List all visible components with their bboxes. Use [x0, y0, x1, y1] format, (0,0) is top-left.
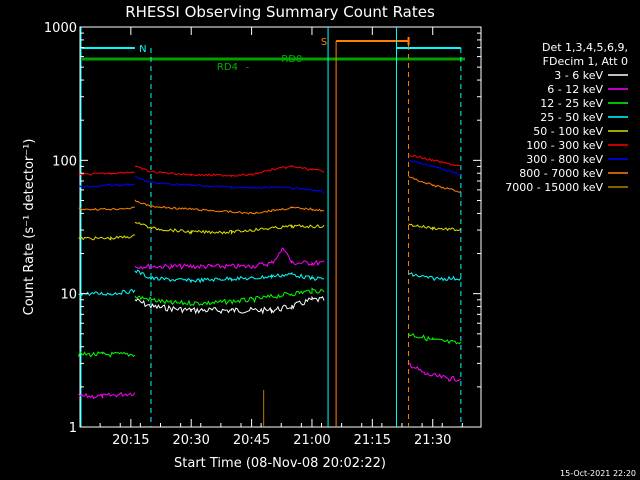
series-line-25-50-keV [134, 269, 325, 284]
legend-label: 800 - 7000 keV [519, 167, 603, 180]
x-tick-label: 20:45 [233, 433, 270, 448]
series-line-300-800-keV [134, 175, 325, 194]
y-tick-label: 1 [69, 421, 77, 436]
footer-timestamp: 15-Oct-2021 22:20 [560, 469, 636, 478]
annotation-rd4: RD4 [217, 62, 238, 73]
series-line-800-7000-keV [134, 199, 325, 215]
series-line-100-300-keV [78, 171, 136, 176]
legend-label: 12 - 25 keV [540, 97, 603, 110]
axes: 20:15 20:30 20:45 21:00 21:15 21:30 1 10 100 1000 [44, 21, 481, 448]
annotation-s: S [321, 37, 327, 48]
series-line-800-7000-keV [408, 176, 462, 193]
series-line-6-12-keV [408, 362, 462, 382]
series-line-12-25-keV [408, 333, 462, 345]
series-line-6-12-keV [78, 391, 136, 400]
x-tick-label: 21:30 [414, 433, 451, 448]
chart-title: RHESSI Observing Summary Count Rates [125, 3, 435, 21]
series-line-100-300-keV [408, 154, 462, 167]
series-line-12-25-keV [78, 351, 136, 358]
series-line-6-12-keV [134, 247, 325, 270]
x-tick-label: 21:00 [293, 433, 330, 448]
series-line-100-300-keV [134, 165, 325, 178]
y-tick-label: 10 [60, 288, 77, 303]
y-tick-label: 100 [52, 154, 77, 169]
y-axis-label: Count Rate (s⁻¹ detector⁻¹) [22, 139, 37, 316]
x-tick-label: 20:30 [172, 433, 209, 448]
legend-label: 25 - 50 keV [540, 111, 603, 124]
series-line-800-7000-keV [78, 206, 135, 211]
x-axis-label: Start Time (08-Nov-08 20:02:22) [174, 456, 386, 471]
y-tick-label: 1000 [44, 21, 77, 36]
series-line-50-100-keV [78, 234, 135, 241]
x-tick-label: 21:15 [354, 433, 391, 448]
series-line-300-800-keV [78, 183, 136, 188]
legend-label: 7000 - 15000 keV [505, 181, 603, 194]
legend-label: 3 - 6 keV [554, 69, 603, 82]
legend-label: 50 - 100 keV [533, 125, 603, 138]
legend-label: 300 - 800 keV [526, 153, 603, 166]
legend-header-1: Det 1,3,4,5,6,9, [542, 41, 628, 54]
series-line-3-6-keV [134, 295, 325, 315]
series-line-50-100-keV [408, 223, 462, 232]
series-line-300-800-keV [408, 160, 462, 176]
series-layer [78, 154, 462, 400]
series-line-25-50-keV [408, 272, 462, 282]
annotation-n: N [139, 44, 146, 55]
series-line-12-25-keV [134, 287, 325, 307]
attenuator-overlays: N S RD0 RD4 [80, 27, 465, 427]
x-tick-label: 20:15 [112, 433, 149, 448]
legend-header-2: FDecim 1, Att 0 [543, 55, 628, 68]
series-line-25-50-keV [78, 288, 136, 297]
plot-frame [79, 26, 482, 428]
annotation-rd0: RD0 [281, 54, 302, 65]
legend-label: 6 - 12 keV [547, 83, 603, 96]
legend-label: 100 - 300 keV [526, 139, 603, 152]
series-line-50-100-keV [134, 221, 325, 236]
